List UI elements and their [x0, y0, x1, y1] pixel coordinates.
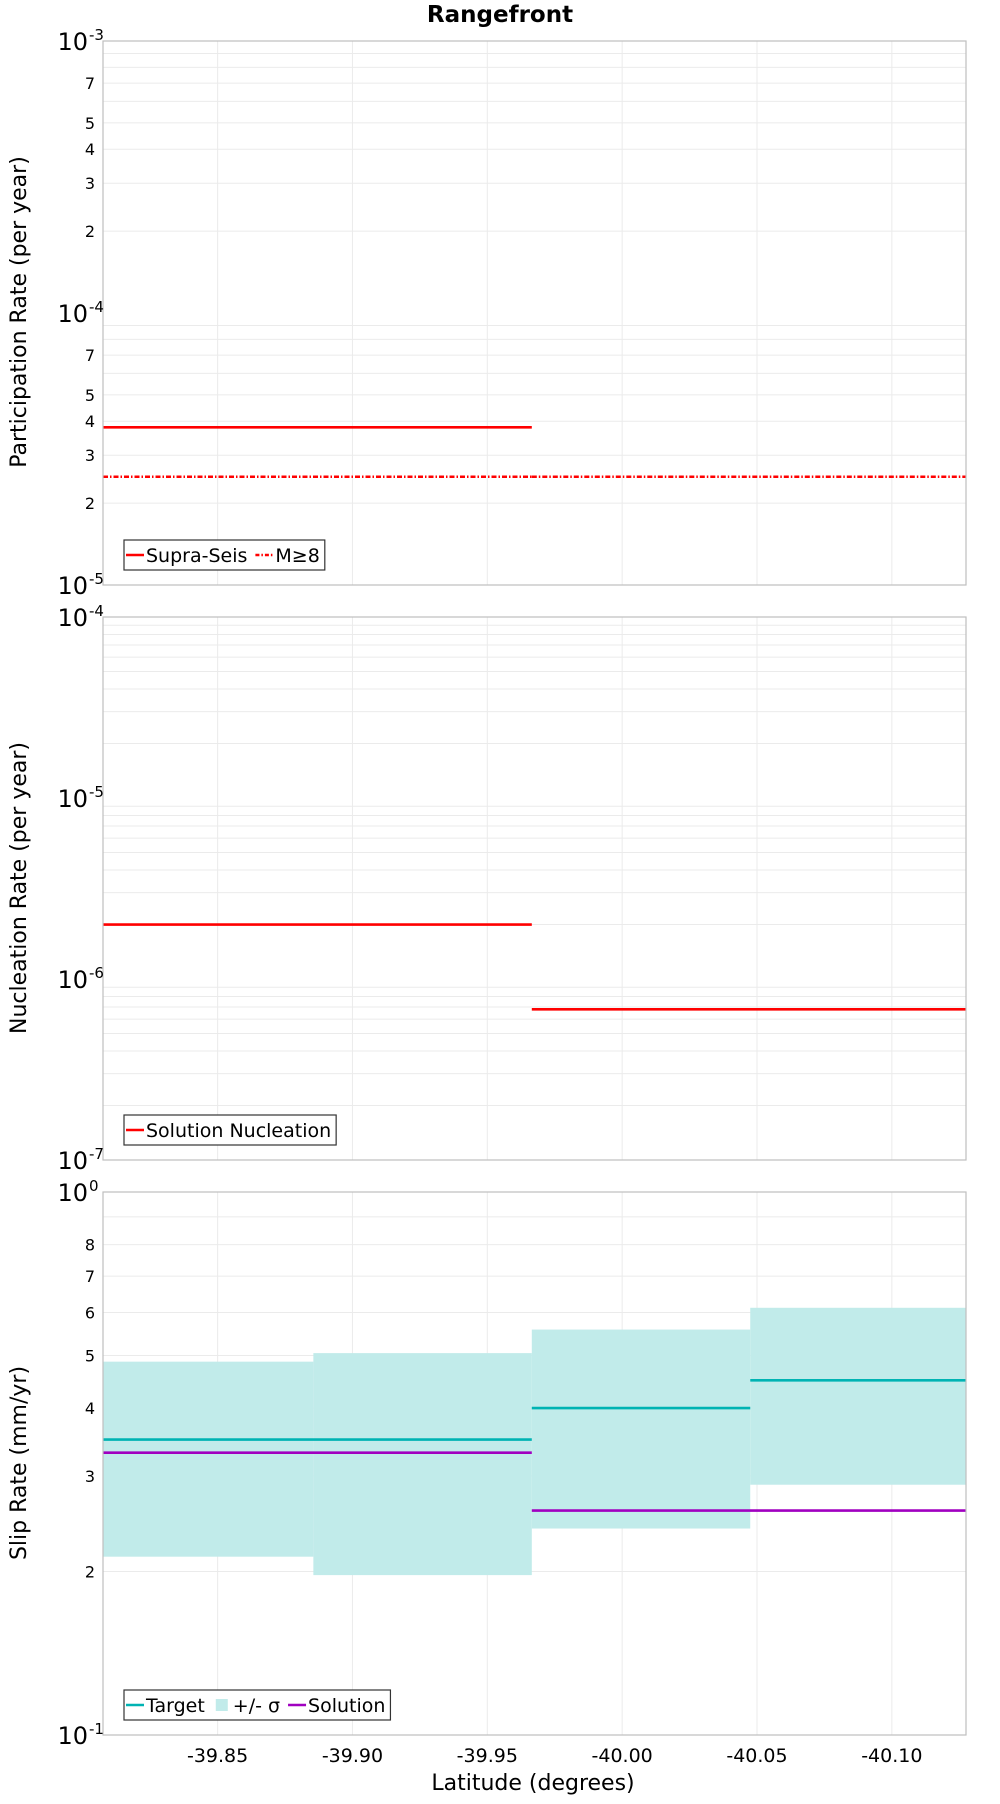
y-tick-exponent: -4 [89, 602, 104, 620]
y-tick-label: 8 [85, 1236, 95, 1255]
y-tick-label: 5 [85, 1346, 95, 1365]
x-axis-label: Latitude (degrees) [431, 1771, 634, 1796]
y-tick-label: 7 [85, 346, 95, 365]
band-segment [313, 1353, 532, 1576]
y-tick-label: 3 [85, 1467, 95, 1486]
y-tick-exponent: -5 [89, 570, 104, 588]
y-tick-label: 10 [57, 1147, 88, 1175]
y-tick-label: 4 [85, 140, 95, 159]
y-tick-label: 4 [85, 412, 95, 431]
legend-box [123, 1114, 337, 1146]
legend: Target +/- σ Solution [123, 1689, 392, 1721]
y-tick-label: 10 [57, 785, 88, 813]
y-tick-exponent: -5 [89, 783, 104, 801]
y-tick-label: 10 [57, 1722, 88, 1750]
y-tick-label: 2 [85, 222, 95, 241]
legend: Solution Nucleation [123, 1114, 337, 1146]
plot-frame [102, 616, 967, 1161]
legend-label: M≥8 [275, 545, 319, 567]
y-tick-label: 2 [85, 1563, 95, 1582]
legend-label: Target [145, 1695, 205, 1717]
y-tick-exponent: -1 [89, 1720, 104, 1738]
y-axis-label: Participation Rate (per year) [7, 156, 32, 468]
y-tick-label: 7 [85, 74, 95, 93]
x-tick-label: -40.00 [592, 1745, 653, 1767]
legend-label: Supra-Seis [146, 545, 247, 567]
x-tick-label: -39.90 [322, 1745, 383, 1767]
y-tick-label: 10 [57, 604, 88, 632]
plot-frame [102, 1191, 967, 1736]
y-tick-label: 10 [57, 28, 88, 56]
y-axis-label: Nucleation Rate (per year) [7, 742, 32, 1034]
y-tick-label: 3 [85, 174, 95, 193]
y-tick-exponent: -3 [89, 26, 104, 44]
y-tick-label: 10 [57, 572, 88, 600]
legend-box [123, 1689, 392, 1721]
y-tick-label: 6 [85, 1303, 95, 1322]
y-tick-label: 10 [57, 300, 88, 328]
y-tick-label: 10 [57, 966, 88, 994]
y-tick-label: 7 [85, 1267, 95, 1286]
band-segment [103, 1361, 314, 1557]
legend-label: +/- σ [233, 1695, 280, 1717]
y-tick-exponent: -4 [89, 298, 104, 316]
x-tick-label: -40.10 [861, 1745, 922, 1767]
band-segment [750, 1307, 966, 1485]
legend-label: Solution Nucleation [146, 1120, 331, 1142]
legend-swatch [215, 1699, 228, 1711]
y-tick-label: 2 [85, 494, 95, 513]
y-tick-exponent: -7 [89, 1145, 104, 1163]
y-tick-label: 3 [85, 446, 95, 465]
legend: Supra-Seis M≥8 [123, 539, 326, 571]
y-tick-label: 5 [85, 386, 95, 405]
y-tick-label: 5 [85, 114, 95, 133]
legend-box [123, 539, 326, 571]
x-tick-label: -39.95 [457, 1745, 518, 1767]
y-tick-exponent: -6 [89, 964, 104, 982]
band-segment [531, 1329, 751, 1529]
legend-label: Solution [308, 1695, 385, 1717]
y-tick-label: 4 [85, 1399, 95, 1418]
y-tick-label: 10 [57, 1179, 88, 1207]
x-tick-label: -40.05 [726, 1745, 787, 1767]
plot-frame [102, 40, 967, 586]
y-axis-label: Slip Rate (mm/yr) [7, 1366, 32, 1560]
chart-title: Rangefront [427, 2, 573, 28]
y-tick-exponent: 0 [89, 1177, 99, 1195]
x-tick-label: -39.85 [187, 1745, 248, 1767]
